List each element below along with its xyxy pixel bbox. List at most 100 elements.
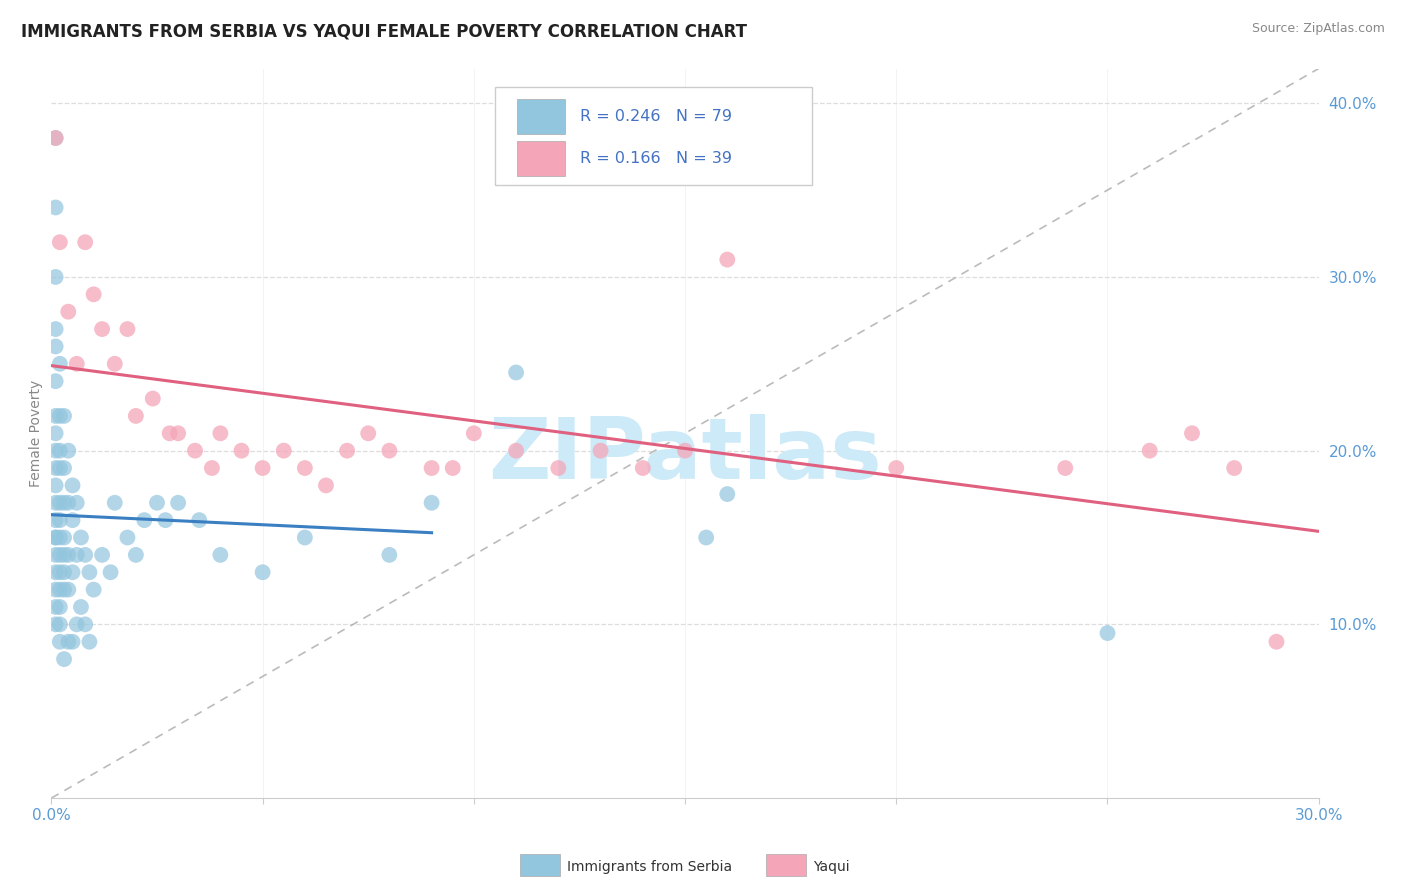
Text: IMMIGRANTS FROM SERBIA VS YAQUI FEMALE POVERTY CORRELATION CHART: IMMIGRANTS FROM SERBIA VS YAQUI FEMALE P… bbox=[21, 22, 747, 40]
Point bbox=[117, 531, 139, 545]
Point bbox=[231, 443, 253, 458]
Point bbox=[45, 339, 67, 353]
Text: R = 0.246   N = 79: R = 0.246 N = 79 bbox=[579, 109, 733, 124]
Point bbox=[1097, 626, 1119, 640]
Point bbox=[125, 548, 148, 562]
Point bbox=[75, 235, 97, 250]
Point bbox=[104, 357, 127, 371]
Text: Immigrants from Serbia: Immigrants from Serbia bbox=[567, 860, 731, 874]
Point bbox=[45, 201, 67, 215]
Text: Source: ZipAtlas.com: Source: ZipAtlas.com bbox=[1251, 22, 1385, 36]
Point bbox=[79, 566, 101, 580]
Point bbox=[45, 513, 67, 527]
Point bbox=[188, 513, 211, 527]
Point bbox=[49, 409, 72, 423]
Point bbox=[184, 443, 207, 458]
Point bbox=[49, 617, 72, 632]
Point bbox=[45, 599, 67, 614]
Point bbox=[45, 531, 67, 545]
Point bbox=[315, 478, 337, 492]
Point bbox=[91, 548, 114, 562]
Point bbox=[1223, 461, 1246, 475]
Point bbox=[547, 461, 569, 475]
Point bbox=[134, 513, 156, 527]
Text: ZIPatlas: ZIPatlas bbox=[488, 414, 882, 497]
Point bbox=[83, 287, 105, 301]
Point bbox=[463, 426, 485, 441]
Point bbox=[45, 409, 67, 423]
Point bbox=[66, 617, 89, 632]
Point bbox=[1181, 426, 1204, 441]
Point bbox=[378, 548, 401, 562]
Point bbox=[159, 426, 181, 441]
Point bbox=[100, 566, 122, 580]
Point bbox=[53, 496, 76, 510]
Point bbox=[58, 582, 80, 597]
Point bbox=[53, 409, 76, 423]
Point bbox=[273, 443, 295, 458]
Point bbox=[75, 548, 97, 562]
Point bbox=[146, 496, 169, 510]
Point bbox=[45, 548, 67, 562]
Y-axis label: Female Poverty: Female Poverty bbox=[30, 380, 44, 487]
Point bbox=[45, 322, 67, 336]
Point bbox=[1265, 634, 1288, 648]
Point bbox=[45, 496, 67, 510]
Point bbox=[45, 617, 67, 632]
Point bbox=[125, 409, 148, 423]
Point bbox=[167, 426, 190, 441]
Point bbox=[49, 582, 72, 597]
Point bbox=[1139, 443, 1161, 458]
Point bbox=[66, 548, 89, 562]
Point bbox=[83, 582, 105, 597]
Point bbox=[49, 461, 72, 475]
Point bbox=[252, 566, 274, 580]
Point bbox=[70, 599, 93, 614]
Point bbox=[53, 548, 76, 562]
Point bbox=[45, 131, 67, 145]
Point bbox=[631, 461, 654, 475]
Bar bbox=[516, 99, 565, 134]
FancyBboxPatch shape bbox=[495, 87, 811, 186]
Text: Yaqui: Yaqui bbox=[813, 860, 849, 874]
Point bbox=[49, 513, 72, 527]
Point bbox=[716, 252, 738, 267]
Point bbox=[45, 443, 67, 458]
Point bbox=[378, 443, 401, 458]
Point bbox=[294, 531, 316, 545]
Point bbox=[49, 599, 72, 614]
Point bbox=[884, 461, 907, 475]
Point bbox=[66, 357, 89, 371]
Point bbox=[420, 461, 443, 475]
Point bbox=[104, 496, 127, 510]
Point bbox=[716, 487, 738, 501]
Point bbox=[91, 322, 114, 336]
Point bbox=[62, 566, 84, 580]
Point bbox=[79, 634, 101, 648]
Point bbox=[62, 513, 84, 527]
Point bbox=[117, 322, 139, 336]
Text: R = 0.166   N = 39: R = 0.166 N = 39 bbox=[579, 151, 733, 166]
Point bbox=[49, 496, 72, 510]
Bar bbox=[516, 141, 565, 176]
Point bbox=[45, 461, 67, 475]
Point bbox=[49, 357, 72, 371]
Point bbox=[58, 304, 80, 318]
Point bbox=[49, 566, 72, 580]
Point bbox=[45, 269, 67, 284]
Point bbox=[201, 461, 224, 475]
Point bbox=[53, 461, 76, 475]
Point bbox=[695, 531, 717, 545]
Point bbox=[45, 531, 67, 545]
Point bbox=[49, 443, 72, 458]
Point bbox=[167, 496, 190, 510]
Point bbox=[505, 366, 527, 380]
Point bbox=[53, 566, 76, 580]
Point bbox=[142, 392, 165, 406]
Point bbox=[53, 531, 76, 545]
Point bbox=[45, 582, 67, 597]
Point bbox=[62, 634, 84, 648]
Point bbox=[589, 443, 612, 458]
Point bbox=[45, 426, 67, 441]
Point bbox=[66, 496, 89, 510]
